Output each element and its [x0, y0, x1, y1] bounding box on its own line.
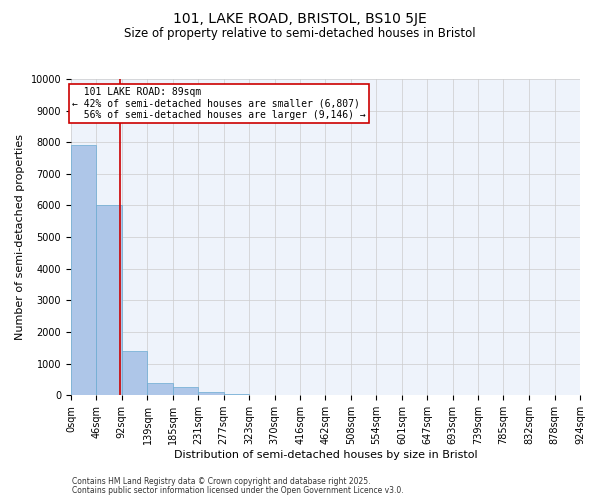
Bar [122, 351, 147, 395]
Text: Contains public sector information licensed under the Open Government Licence v3: Contains public sector information licen… [72, 486, 404, 495]
Text: Contains HM Land Registry data © Crown copyright and database right 2025.: Contains HM Land Registry data © Crown c… [72, 477, 371, 486]
Bar [224, 394, 249, 395]
Bar [249, 394, 274, 395]
Bar [148, 382, 173, 395]
Y-axis label: Number of semi-detached properties: Number of semi-detached properties [15, 134, 25, 340]
Text: 101 LAKE ROAD: 89sqm
← 42% of semi-detached houses are smaller (6,807)
  56% of : 101 LAKE ROAD: 89sqm ← 42% of semi-detac… [72, 87, 366, 120]
Bar [198, 392, 224, 395]
Text: 101, LAKE ROAD, BRISTOL, BS10 5JE: 101, LAKE ROAD, BRISTOL, BS10 5JE [173, 12, 427, 26]
Text: Size of property relative to semi-detached houses in Bristol: Size of property relative to semi-detach… [124, 28, 476, 40]
Bar [96, 206, 122, 395]
Bar [71, 146, 96, 395]
Bar [173, 388, 198, 395]
X-axis label: Distribution of semi-detached houses by size in Bristol: Distribution of semi-detached houses by … [173, 450, 477, 460]
